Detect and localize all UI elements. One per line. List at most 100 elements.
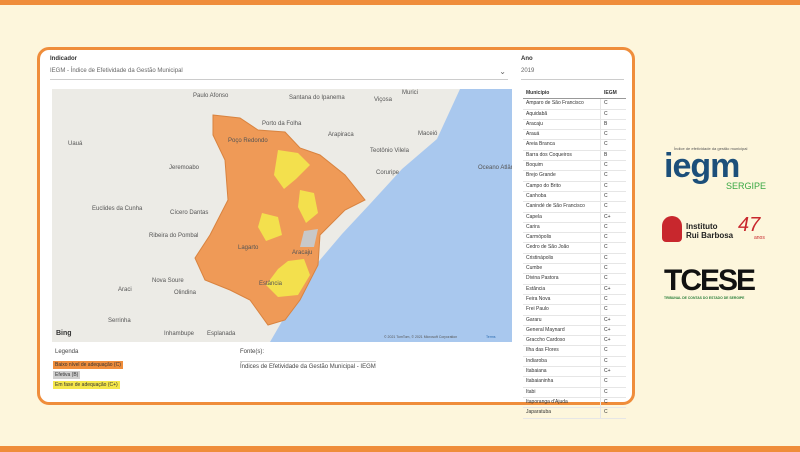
header-cell: Município (526, 90, 550, 96)
iegm-cell: C (600, 243, 626, 253)
iegm-cell: C (600, 397, 626, 408)
place-label: Estância (259, 281, 283, 287)
municipality-cell: Itabi (526, 388, 536, 395)
place-label: Viçosa (374, 97, 393, 103)
irb-line2: Rui Barbosa (686, 231, 734, 240)
map-terms[interactable]: Terms (486, 335, 496, 339)
place-label: Poço Redondo (228, 138, 268, 144)
table-row: Cumbe C (523, 264, 626, 275)
map[interactable]: Paulo Afonso Santana do Ipanema Viçosa Muri… (52, 89, 512, 342)
iegm-cell: C (600, 294, 626, 305)
table-row: Frei Paulo C (523, 305, 626, 316)
table-row: Arauá C (523, 130, 626, 141)
irb-anos: anos (754, 235, 765, 241)
table-row: Areia Branca C (523, 140, 626, 151)
iegm-cell: C (600, 264, 626, 274)
table-row: Campo do Brito C (523, 181, 626, 192)
municipality-cell: Capela (526, 213, 542, 220)
irb-icon (662, 216, 682, 242)
municipality-cell: Barra dos Coqueiros (526, 151, 572, 158)
municipality-cell: Boquim (526, 162, 543, 169)
municipality-cell: Canindé de São Francisco (526, 203, 585, 210)
table-row: Cedro de São João C (523, 243, 626, 254)
table-row: Divina Pastora C (523, 274, 626, 285)
place-label: Euclides da Cunha (92, 206, 143, 212)
iegm-cell: C+ (600, 212, 626, 222)
iegm-text: iegm (664, 147, 740, 185)
place-label: Oceano Atlântico (478, 165, 512, 171)
iegm-cell: C (600, 305, 626, 315)
municipality-cell: Arauá (526, 131, 540, 138)
table-row: Estância C+ (523, 284, 626, 295)
table-row: Barra dos Coqueiros B (523, 150, 626, 162)
place-label: Maceió (418, 131, 438, 137)
municipality-cell: Japaratuba (526, 409, 552, 416)
table-row: Canhoba C (523, 191, 626, 203)
top-bar (0, 0, 800, 5)
municipality-cell: Itaporanga d'Ajuda (526, 398, 568, 405)
header-cell: IEGM (604, 90, 617, 96)
municipality-cell: Indiaroba (526, 357, 547, 364)
table-row: Carmópolis C (523, 233, 626, 244)
iegm-cell: C (600, 161, 626, 171)
iegm-cell: C (600, 202, 626, 212)
table-row: Itabaianinha C (523, 377, 626, 388)
place-label: Paulo Afonso (193, 93, 229, 99)
place-label: Inhambupe (164, 331, 195, 337)
map-copyright: © 2021 TomTom, © 2021 Microsoft Corporat… (384, 335, 457, 339)
year-dropdown[interactable]: 2019 (521, 68, 624, 80)
table-row: Brejo Grande C (523, 171, 626, 182)
table-row: Graccho Cardoso C+ (523, 336, 626, 347)
iegm-cell: C+ (600, 315, 626, 325)
iegm-cell: C (600, 99, 626, 109)
municipality-cell: Aquidabã (526, 110, 548, 117)
iegm-logo: Índice de efetividade da gestão municipa… (664, 146, 774, 191)
place-label: Cícero Dantas (170, 210, 208, 216)
source-title: Fonte(s): (240, 349, 265, 355)
iegm-caption: Índice de efetividade da gestão municipa… (674, 146, 748, 151)
irb-logo: Instituto Rui Barbosa 47 anos (662, 214, 772, 246)
municipality-cell: Divina Pastora (526, 275, 559, 282)
place-label: Nova Soure (152, 278, 184, 284)
source-text: Índices de Efetividade da Gestão Municip… (240, 361, 376, 370)
table-row: Carira C (523, 222, 626, 234)
place-label: Coruripe (376, 170, 400, 176)
table-row: General Maynard C+ (523, 325, 626, 337)
region-c-plus (298, 190, 318, 223)
iegm-cell: C (600, 387, 626, 397)
region-b (300, 229, 318, 247)
iegm-cell: C (600, 253, 626, 264)
table-row: Canindé de São Francisco C (523, 202, 626, 213)
municipality-cell: Frei Paulo (526, 306, 549, 313)
table-row: Feira Nova C (523, 294, 626, 306)
table-row: Cristinápolis C (523, 253, 626, 265)
place-label: Ribeira do Pombal (149, 233, 198, 239)
municipality-cell: Graccho Cardoso (526, 337, 566, 344)
indicator-dropdown[interactable]: IEGM - Índice de Efetividade da Gestão M… (50, 67, 508, 80)
place-label: Arapiraca (328, 132, 354, 138)
place-label: Aracaju (292, 250, 312, 256)
year-value: 2019 (521, 68, 535, 74)
place-label: Uauá (68, 141, 83, 147)
iegm-cell: C (600, 346, 626, 356)
table-header: Município IEGM (523, 89, 626, 100)
municipality-cell: Carira (526, 223, 540, 230)
table-row: Boquim C (523, 161, 626, 172)
dropdown-arrow: ⌄ (499, 67, 506, 76)
legend-item: Baixo nível de adequação (C) (53, 361, 123, 369)
iegm-cell: C+ (600, 367, 626, 377)
municipality-cell: Aracaju (526, 120, 543, 127)
municipality-cell: Campo do Brito (526, 182, 561, 189)
table-row: Gararu C+ (523, 315, 626, 326)
region-c-plus (266, 259, 310, 297)
iegm-cell: C (600, 377, 626, 387)
iegm-cell: B (600, 119, 626, 130)
region-c-plus (274, 150, 310, 189)
iegm-cell: C (600, 109, 626, 119)
iegm-cell: C (600, 191, 626, 202)
municipality-cell: Cristinápolis (526, 254, 554, 261)
iegm-cell: C (600, 356, 626, 367)
table-row: Itabi C (523, 387, 626, 398)
legend-title: Legenda (55, 349, 79, 355)
